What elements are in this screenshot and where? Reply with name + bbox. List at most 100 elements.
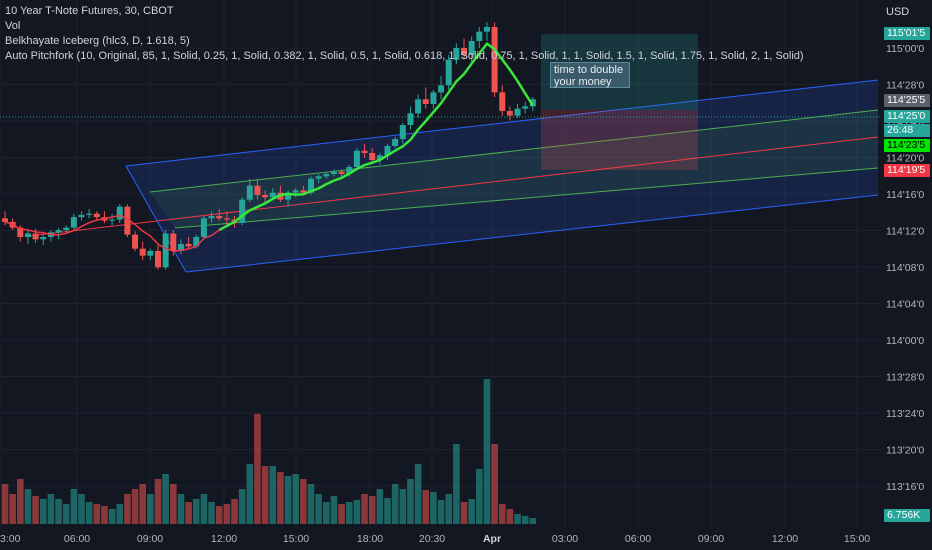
time-axis-bg <box>0 528 932 550</box>
price-tick-label: 114'20'0 <box>886 153 924 165</box>
price-tick-label: 114'08'0 <box>886 262 924 274</box>
candle-body <box>399 125 406 139</box>
currency-label: USD <box>886 6 910 18</box>
pitchfork-lower-line <box>185 194 879 273</box>
volume-bar <box>399 489 407 524</box>
candle-body <box>246 185 253 200</box>
price-tick-label: 113'20'0 <box>886 445 924 457</box>
candle-body <box>369 153 376 160</box>
price-tag-gray: 114'25'5 <box>884 94 930 107</box>
volume-bar <box>338 504 345 524</box>
pitchfork-fill-blue <box>126 80 878 272</box>
volume-bar <box>521 516 529 524</box>
legend-symbol[interactable]: 10 Year T-Note Futures, 30, CBOT <box>5 5 174 17</box>
candle-body <box>376 155 383 160</box>
candle-body <box>445 59 452 86</box>
volume-bar <box>177 494 185 524</box>
price-tag-green: 114'23'5 <box>884 139 930 152</box>
volume-bar <box>345 502 353 524</box>
volume-bar <box>277 472 284 524</box>
price-tick-label: 113'16'0 <box>886 481 924 493</box>
candle-body <box>2 218 8 222</box>
time-tick-label: 09:00 <box>698 533 724 545</box>
volume-bar <box>215 506 223 524</box>
time-axis: 3:00 06:00 09:00 12:00 15:00 18:00 20:30 Apr 03:… <box>0 528 932 550</box>
volume-bar <box>407 479 414 524</box>
time-tick-label: 3:00 <box>0 533 21 545</box>
volume-bar <box>292 474 299 524</box>
candle-body <box>384 146 391 156</box>
volume-bar <box>422 490 430 524</box>
volume-bar <box>1 484 9 524</box>
volume-bar <box>131 489 139 524</box>
price-axis: 115'00'0114'28'0114'24'0114'20'0114'16'0… <box>880 0 932 550</box>
chart-grid <box>0 0 880 528</box>
candlestick-series <box>2 22 536 270</box>
candle-body <box>200 218 207 237</box>
volume-bar <box>254 414 261 524</box>
volume-bar <box>85 502 93 524</box>
candle-body <box>323 174 330 177</box>
volume-bar <box>17 479 24 524</box>
volume-bar <box>330 496 338 524</box>
time-tick-label: 06:00 <box>64 533 90 545</box>
candle-body <box>522 106 529 109</box>
candle-body <box>499 92 506 111</box>
chart-legend: 10 Year T-Note Futures, 30, CBOT Vol Bel… <box>5 4 804 64</box>
volume-bar <box>62 504 70 524</box>
candle-body <box>162 233 169 268</box>
price-tick-label: 113'24'0 <box>886 408 924 420</box>
candle-body <box>70 217 77 228</box>
volume-bar <box>139 484 146 524</box>
volume-bars <box>1 379 537 524</box>
pitchfork-median <box>27 136 879 237</box>
volume-bar <box>384 498 391 524</box>
candle-body <box>407 113 414 125</box>
volume-bar <box>70 489 78 524</box>
time-tick-label: 12:00 <box>772 533 798 545</box>
price-axis-bg <box>880 0 932 550</box>
volume-bar <box>231 499 238 524</box>
pitchfork-inner-lower <box>174 167 879 229</box>
legend-iceberg[interactable]: Belkhayate Iceberg (hlc3, D, 1.618, 5) <box>5 35 190 47</box>
candle-body <box>63 227 70 230</box>
volume-bar <box>361 494 368 524</box>
candle-body <box>483 27 490 32</box>
candle-body <box>40 237 47 240</box>
volume-bar <box>491 444 498 524</box>
volume-bar <box>460 502 468 524</box>
candle-body <box>216 216 223 219</box>
countdown-tag: 26:48 <box>884 124 930 137</box>
volume-bar <box>108 509 116 524</box>
volume-bar <box>315 494 322 524</box>
price-tick-label: 114'28'0 <box>886 80 924 92</box>
legend-volume[interactable]: Vol <box>5 20 21 32</box>
volume-bar <box>200 494 208 524</box>
volume-bar <box>323 502 330 524</box>
ma-line-green <box>218 42 534 232</box>
candle-body <box>353 150 360 167</box>
time-tick-label: 03:00 <box>552 533 578 545</box>
candle-body <box>55 230 62 233</box>
annotation-line-1: time to double <box>554 64 624 76</box>
candle-body <box>17 227 24 237</box>
legend-pitchfork[interactable]: Auto Pitchfork (10, Original, 85, 1, Sol… <box>5 50 804 62</box>
volume-bar <box>437 500 445 524</box>
annotation-note[interactable]: time to double your money <box>550 62 630 88</box>
volume-bar <box>506 509 514 524</box>
volume-bar <box>47 494 55 524</box>
candle-body <box>170 233 177 251</box>
price-tick-label: 114'16'0 <box>886 189 924 201</box>
price-tag-current: 114'25'0 <box>884 110 930 123</box>
volume-bar <box>9 494 16 524</box>
candle-body <box>491 27 498 93</box>
volume-bar <box>445 494 452 524</box>
time-tick-label: 12:00 <box>211 533 237 545</box>
volume-bar <box>391 484 399 524</box>
volume-bar <box>430 492 437 524</box>
candle-body <box>93 213 100 218</box>
candle-body <box>239 199 246 223</box>
candle-body <box>392 139 399 146</box>
volume-tag: 6.756K <box>884 509 930 522</box>
